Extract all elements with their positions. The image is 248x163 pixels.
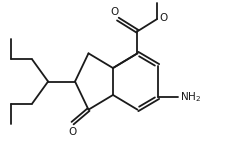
Text: O: O	[159, 13, 168, 23]
Text: O: O	[111, 7, 119, 17]
Text: NH$_2$: NH$_2$	[180, 90, 201, 104]
Text: O: O	[68, 127, 77, 137]
